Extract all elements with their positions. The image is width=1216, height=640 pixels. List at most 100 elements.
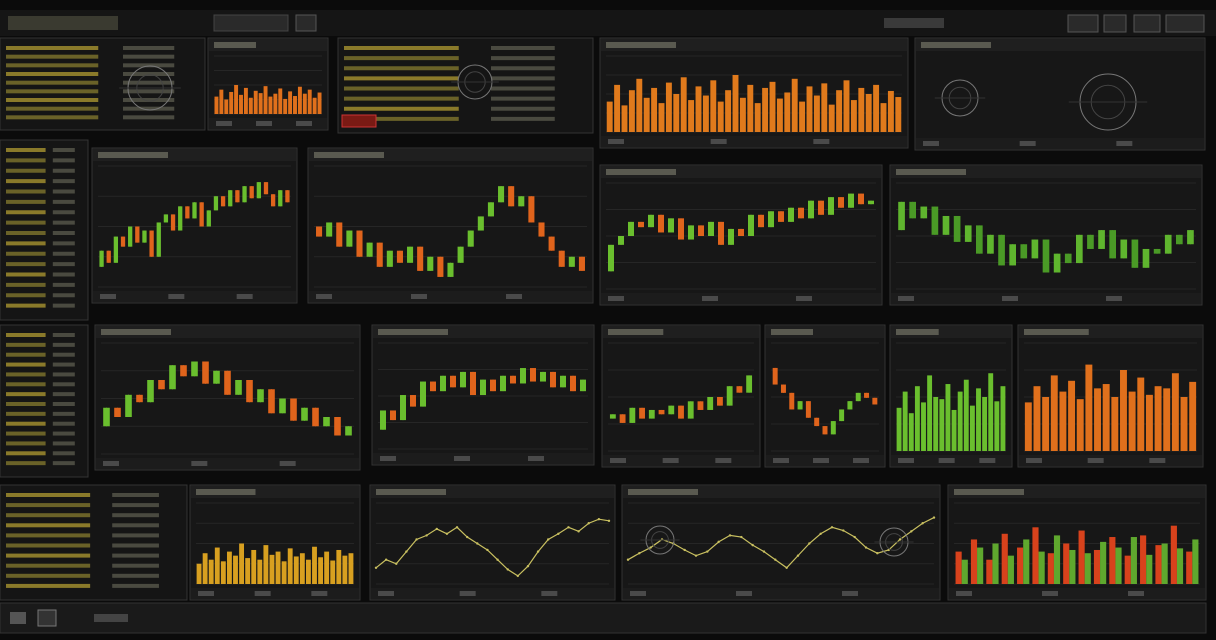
status-icon[interactable] bbox=[10, 612, 26, 624]
candle-body bbox=[1076, 234, 1083, 264]
candle-body bbox=[156, 222, 161, 257]
candle-body bbox=[228, 190, 233, 207]
list-value bbox=[52, 303, 75, 308]
candle-body bbox=[163, 214, 169, 223]
list-label bbox=[6, 106, 99, 111]
line-point bbox=[830, 526, 834, 529]
candle-body bbox=[814, 417, 820, 427]
bar bbox=[287, 548, 293, 584]
candle-body bbox=[639, 407, 645, 419]
bar bbox=[234, 85, 239, 114]
candle-body bbox=[909, 201, 916, 219]
bar bbox=[710, 80, 717, 132]
list-value bbox=[491, 66, 555, 71]
footer-label bbox=[923, 141, 939, 146]
list-label bbox=[6, 461, 46, 466]
list-value bbox=[52, 220, 75, 225]
list-label bbox=[6, 533, 91, 538]
top-button[interactable] bbox=[1133, 14, 1161, 33]
footer-label bbox=[702, 296, 718, 301]
bar bbox=[921, 402, 926, 451]
search-box[interactable] bbox=[213, 14, 289, 32]
list-label bbox=[344, 56, 459, 61]
candle-body bbox=[580, 379, 586, 392]
list-label bbox=[6, 293, 46, 298]
bar bbox=[317, 92, 322, 114]
candle-body bbox=[1042, 239, 1050, 273]
line-point bbox=[864, 546, 868, 549]
bar bbox=[1059, 391, 1067, 451]
candle-body bbox=[1064, 253, 1072, 264]
panel-title bbox=[771, 329, 813, 335]
line-point bbox=[445, 532, 449, 535]
candle-body bbox=[460, 371, 466, 388]
list-label bbox=[6, 553, 91, 558]
list-value bbox=[112, 523, 159, 528]
bar bbox=[636, 78, 643, 132]
bar bbox=[969, 405, 975, 451]
top-button[interactable] bbox=[1103, 14, 1127, 33]
list-value bbox=[52, 333, 75, 337]
candle-body bbox=[1187, 230, 1194, 245]
candle-body bbox=[698, 225, 704, 236]
candle-body bbox=[987, 234, 994, 254]
candle-body bbox=[1087, 234, 1094, 249]
candle-body bbox=[125, 394, 132, 417]
bar bbox=[858, 87, 865, 132]
candle-body bbox=[246, 380, 253, 403]
line-point bbox=[465, 535, 469, 539]
candle-body bbox=[279, 398, 286, 414]
candle-body bbox=[848, 193, 854, 208]
candle-body bbox=[668, 405, 675, 415]
line-point bbox=[526, 564, 530, 568]
bar bbox=[784, 92, 791, 132]
top-button[interactable] bbox=[295, 14, 317, 32]
line-point bbox=[932, 516, 936, 519]
panel-title bbox=[608, 329, 664, 335]
line-point bbox=[597, 518, 601, 521]
candle-body bbox=[678, 218, 684, 240]
candle-body bbox=[437, 256, 444, 277]
footer-label bbox=[1128, 591, 1144, 596]
menu-label[interactable] bbox=[8, 16, 118, 30]
panel bbox=[369, 484, 616, 601]
list-value bbox=[52, 431, 75, 436]
candle-body bbox=[858, 193, 864, 205]
bar bbox=[1111, 397, 1119, 451]
candle-body bbox=[242, 186, 247, 203]
top-button[interactable] bbox=[1067, 14, 1099, 33]
bar bbox=[1120, 370, 1127, 451]
panel-title bbox=[101, 329, 171, 335]
bar bbox=[239, 94, 243, 114]
candle-body bbox=[818, 200, 824, 215]
line-point bbox=[607, 519, 611, 523]
footer-label bbox=[1149, 458, 1166, 463]
bar bbox=[725, 90, 732, 132]
panel-title bbox=[378, 329, 448, 335]
candle-body bbox=[498, 186, 505, 203]
list-label bbox=[6, 402, 46, 406]
list-label bbox=[6, 210, 46, 215]
status-icon[interactable] bbox=[37, 609, 57, 627]
list-value bbox=[123, 115, 175, 120]
bar bbox=[695, 86, 702, 132]
list-label bbox=[6, 441, 46, 446]
list-label bbox=[6, 523, 91, 528]
candle-body bbox=[1176, 234, 1183, 245]
bar bbox=[293, 556, 299, 584]
panel-footer bbox=[891, 293, 1201, 304]
bar bbox=[1102, 384, 1110, 451]
list-value bbox=[52, 392, 75, 397]
bar bbox=[219, 89, 224, 114]
bar bbox=[1094, 388, 1101, 451]
panel-footer bbox=[309, 291, 592, 302]
line-point bbox=[751, 543, 754, 547]
bar bbox=[312, 97, 317, 114]
list-label bbox=[6, 262, 46, 267]
list-label bbox=[6, 543, 91, 548]
list-label bbox=[6, 282, 46, 287]
candle-body bbox=[235, 380, 242, 395]
list-value bbox=[52, 179, 75, 184]
panel-footer bbox=[623, 588, 939, 599]
top-button[interactable] bbox=[1165, 14, 1205, 33]
